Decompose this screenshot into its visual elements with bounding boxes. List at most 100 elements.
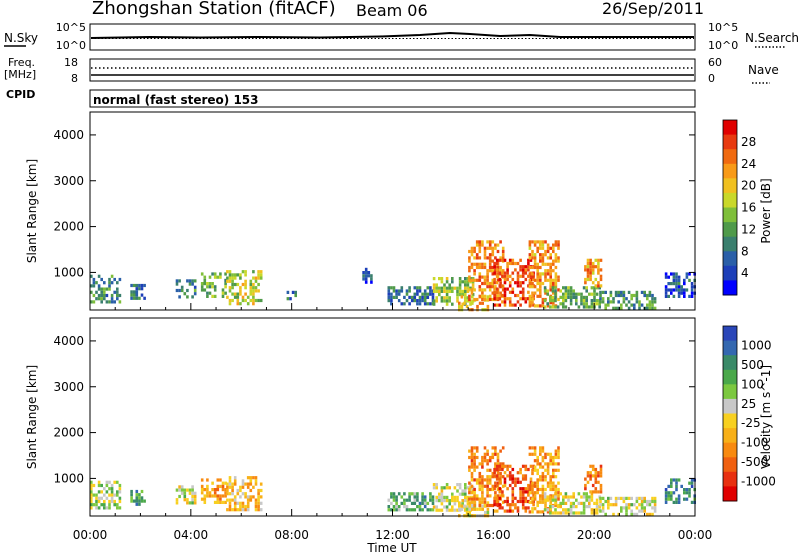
velocity-cell — [501, 493, 504, 497]
velocity-cell — [246, 508, 250, 512]
power-cell — [461, 289, 464, 293]
velocity-cell — [213, 488, 217, 492]
power-cell — [683, 278, 686, 282]
power-cell — [458, 277, 462, 281]
velocity-cell — [495, 496, 499, 500]
velocity-cell — [470, 446, 474, 450]
nsearch-tick-bottom: 10^0 — [708, 39, 738, 52]
power-cell — [395, 292, 398, 296]
power-cell — [244, 292, 247, 296]
power-cell — [468, 294, 471, 298]
power-cell — [491, 297, 495, 302]
power-cell — [501, 271, 504, 275]
velocity-cell — [557, 468, 560, 472]
velocity-cell — [105, 496, 109, 500]
power-cell — [445, 299, 449, 303]
velocity-cell — [448, 499, 451, 503]
power-cell — [516, 300, 520, 304]
velocity-cell — [533, 449, 537, 453]
velocity-cell — [675, 484, 678, 488]
power-cell — [493, 303, 496, 307]
velocity-cell — [549, 511, 552, 515]
power-cell — [221, 291, 225, 295]
power-cell — [549, 281, 552, 286]
velocity-cell — [559, 505, 562, 509]
velocity-cell — [516, 499, 520, 504]
velocity-cell — [501, 467, 504, 472]
velocity-cell — [421, 501, 424, 505]
power-cell — [488, 253, 492, 257]
power-cell — [416, 289, 419, 293]
velocity-cell — [191, 485, 194, 489]
power-cell — [95, 297, 98, 301]
velocity-cell — [478, 478, 482, 482]
velocity-cell — [648, 499, 652, 504]
power-cell — [528, 285, 532, 289]
power-cell — [506, 268, 509, 272]
power-cell — [586, 258, 590, 262]
velocity-cell — [478, 507, 482, 511]
power-cell — [503, 290, 507, 294]
velocity-cell — [481, 494, 484, 498]
power-cell — [478, 285, 482, 289]
power-cell — [486, 295, 490, 299]
velocity-cell — [549, 484, 552, 488]
velocity-cell — [591, 490, 595, 494]
power-cell — [239, 289, 242, 293]
velocity-cell — [488, 478, 492, 482]
power-cell — [533, 243, 537, 247]
power-cell — [464, 299, 467, 303]
power-cell — [103, 287, 106, 291]
power-cell — [456, 299, 459, 303]
velocity-cell — [501, 490, 504, 494]
power-cell — [445, 277, 449, 281]
power-cell — [110, 281, 114, 285]
power-cell — [481, 297, 484, 302]
velocity-cell — [453, 502, 457, 506]
velocity-cell — [138, 493, 141, 497]
power-cell — [651, 303, 654, 307]
power-cell — [591, 271, 595, 275]
velocity-cell — [466, 499, 470, 503]
velocity-cell — [228, 508, 232, 512]
power-cell — [599, 258, 603, 262]
power-cell — [498, 297, 502, 301]
velocity-cell — [519, 490, 522, 494]
velocity-cell — [257, 508, 260, 512]
velocity-cell — [90, 499, 93, 504]
power-cell — [630, 297, 633, 301]
power-cell — [524, 297, 528, 301]
velocity-cell — [594, 477, 598, 481]
velocity-cell — [135, 489, 139, 494]
power-cell — [423, 299, 427, 303]
power-cell — [664, 294, 668, 298]
power-colorbar-tick: 8 — [741, 244, 749, 258]
power-cell — [493, 261, 496, 266]
velocity-cell — [241, 479, 245, 483]
power-cell — [244, 273, 247, 277]
velocity-cell — [527, 490, 530, 494]
velocity-cell — [499, 471, 502, 476]
velocity-cell — [549, 462, 552, 466]
power-cell — [186, 279, 189, 283]
velocity-cell — [527, 499, 530, 504]
power-cell — [690, 291, 694, 295]
power-cell — [508, 261, 512, 266]
power-cell — [435, 283, 438, 287]
power-cell — [191, 295, 194, 299]
power-cell — [595, 302, 599, 306]
power-cell — [470, 253, 474, 257]
velocity-cell — [503, 480, 507, 484]
velocity-cell — [511, 499, 515, 504]
power-cell — [498, 277, 502, 282]
velocity-cell — [511, 487, 515, 491]
power-cell — [564, 295, 568, 299]
power-cell — [531, 249, 534, 254]
velocity-cell — [416, 492, 419, 496]
nsky-line — [90, 31, 694, 39]
power-cell — [231, 282, 234, 287]
power-cell — [506, 297, 509, 301]
velocity-cell — [451, 495, 454, 499]
station-title: Zhongshan Station (fitACF) — [92, 0, 336, 19]
power-cell — [191, 282, 194, 286]
